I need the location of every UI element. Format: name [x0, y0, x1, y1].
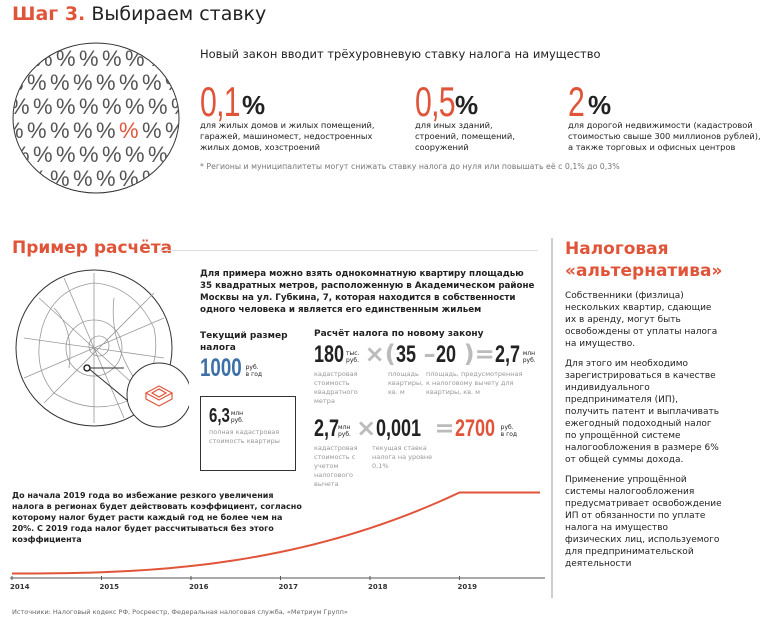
- x-tick-label: 2015: [99, 583, 119, 591]
- percent-glyph: %: [73, 118, 93, 143]
- percent-glyph: %: [119, 118, 139, 143]
- percent-glyph: %: [148, 142, 168, 167]
- rate-item: 0,1% для жилых домов и жилых помещений, …: [200, 78, 375, 152]
- current-tax: Текущий размер налога 1000 руб. в год: [200, 331, 288, 382]
- x-tick-label: 2018: [367, 583, 388, 591]
- calc-row-1: 180 тыс. руб. ×(35 –20)=2,7 млн руб.: [314, 340, 536, 368]
- percent-glyph: %: [79, 46, 99, 71]
- sidebar: Налоговая «альтернатива» Собственники (ф…: [565, 239, 723, 569]
- percent-glyph: %: [56, 94, 76, 119]
- tax-growth-chart: [10, 491, 545, 580]
- percent-glyph: %: [27, 118, 47, 143]
- rate-item: 2% для дорогой недвижимости (кадастровой…: [568, 78, 761, 152]
- rates-intro: Новый закон вводит трёхуровневую ставку …: [200, 47, 601, 61]
- percent-glyph: %: [10, 142, 30, 167]
- percent-glyph: %: [171, 94, 185, 119]
- moscow-map-illustration: [15, 269, 189, 428]
- percent-glyph: %: [148, 94, 168, 119]
- percent-glyph: %: [171, 142, 185, 167]
- example-title: Пример расчёта: [12, 238, 173, 258]
- percent-glyph: %: [27, 166, 47, 191]
- percent-glyph: %: [73, 70, 93, 95]
- location-marker-icon: [83, 364, 91, 372]
- percent-glyph: %: [50, 118, 70, 143]
- percent-glyph: %: [102, 94, 122, 119]
- percent-glyph: %: [79, 142, 99, 167]
- percent-glyph: %: [10, 118, 24, 143]
- calc-row-2: 2,7млн руб. ×0,001 =2700 руб. в год: [314, 414, 518, 442]
- percent-glyph: %: [165, 70, 185, 95]
- sidebar-divider: [551, 238, 553, 598]
- percent-glyph: %: [33, 94, 53, 119]
- percent-glyph: %: [142, 118, 162, 143]
- percent-glyph: %: [125, 46, 145, 71]
- percent-glyph: %: [50, 70, 70, 95]
- calc-title: Расчёт налога по новому закону: [314, 329, 484, 339]
- percent-glyph: %: [27, 70, 47, 95]
- percent-glyph: %: [102, 46, 122, 71]
- percent-glyph: %: [10, 94, 30, 119]
- sources: Источники: Налоговый кодекс РФ, Росреест…: [12, 608, 348, 616]
- x-tick-label: 2014: [10, 583, 30, 591]
- percent-circle-illustration: %%%%%%%%%%%%%%%%%%%%%%%%%%%%%%%%%%%%%%%%…: [10, 42, 185, 194]
- percent-glyph: %: [10, 166, 24, 191]
- page-title: Шаг 3. Выбираем ставку: [12, 3, 267, 25]
- percent-glyph: %: [142, 70, 162, 95]
- percent-glyph: %: [165, 166, 185, 191]
- percent-glyph: %: [142, 166, 162, 191]
- percent-glyph: %: [96, 70, 116, 95]
- percent-glyph: %: [56, 46, 76, 71]
- percent-glyph: %: [119, 166, 139, 191]
- percent-glyph: %: [79, 94, 99, 119]
- divider: [160, 250, 538, 251]
- percent-glyph: %: [96, 118, 116, 143]
- cadastral-value-box: 6,3млн руб. полная кадастровая стоимость …: [200, 396, 296, 471]
- percent-glyph: %: [119, 70, 139, 95]
- percent-glyph: %: [50, 166, 70, 191]
- percent-glyph: %: [125, 142, 145, 167]
- example-text: Для примера можно взять однокомнатную кв…: [200, 269, 535, 315]
- percent-glyph: %: [33, 142, 53, 167]
- percent-glyph: %: [10, 70, 24, 95]
- rates-footnote: * Регионы и муниципалитеты могут снижать…: [200, 162, 620, 171]
- percent-glyph: %: [33, 46, 53, 71]
- x-tick-label: 2017: [278, 583, 298, 591]
- rate-item: 0,5% для иных зданий, строений, помещени…: [415, 78, 515, 152]
- x-tick-label: 2019: [457, 583, 477, 591]
- series-line: [11, 491, 540, 575]
- percent-glyph: %: [125, 94, 145, 119]
- percent-glyph: %: [96, 166, 116, 191]
- percent-glyph: %: [73, 166, 93, 191]
- coefficient-text: До начала 2019 года во избежание резкого…: [12, 491, 302, 544]
- percent-glyph: %: [102, 142, 122, 167]
- x-tick-label: 2016: [188, 583, 209, 591]
- apartment-icon: [144, 385, 174, 407]
- percent-glyph: %: [171, 46, 185, 71]
- percent-glyph: %: [56, 142, 76, 167]
- percent-glyph: %: [165, 118, 185, 143]
- percent-glyph: %: [10, 46, 30, 71]
